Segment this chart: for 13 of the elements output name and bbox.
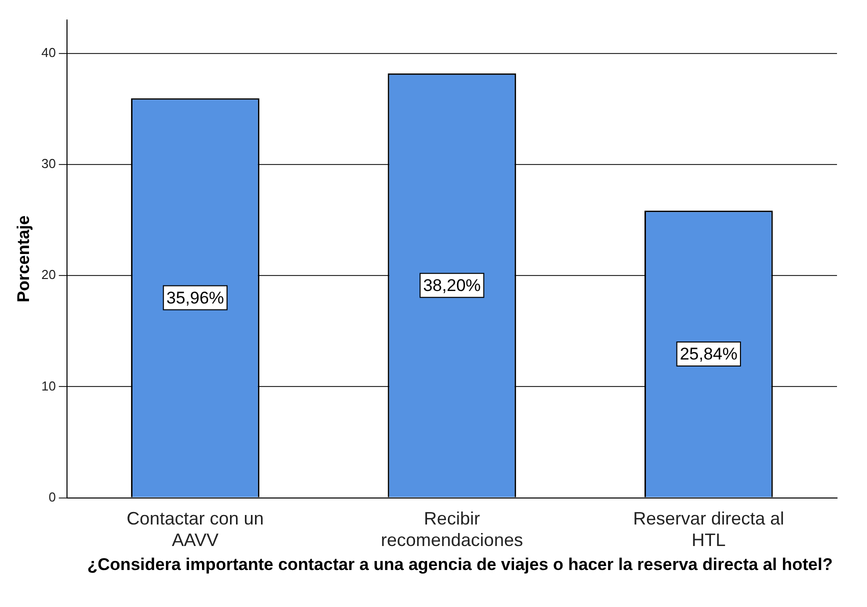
y-tick-label: 10 (41, 378, 56, 394)
y-tick-label: 40 (41, 44, 56, 60)
x-axis-title: ¿Considera importante contactar a una agencia de viajes o hacer la reserva directa al hotel? (86, 555, 834, 575)
x-tick-label: Reservar directa al HTL (633, 508, 784, 550)
y-tick-label: 20 (41, 267, 56, 282)
x-tick-label: Recibir recomendaciones (380, 508, 523, 550)
data-label: 38,20% (423, 276, 481, 296)
y-tick-label: 0 (48, 489, 56, 504)
data-label: 35,96% (166, 288, 224, 308)
x-tick-label: Contactar con un AAVV (126, 508, 264, 550)
y-axis-title: Porcentaje (14, 215, 33, 302)
data-label: 25,84% (680, 344, 738, 364)
y-tick-label: 30 (41, 156, 56, 172)
